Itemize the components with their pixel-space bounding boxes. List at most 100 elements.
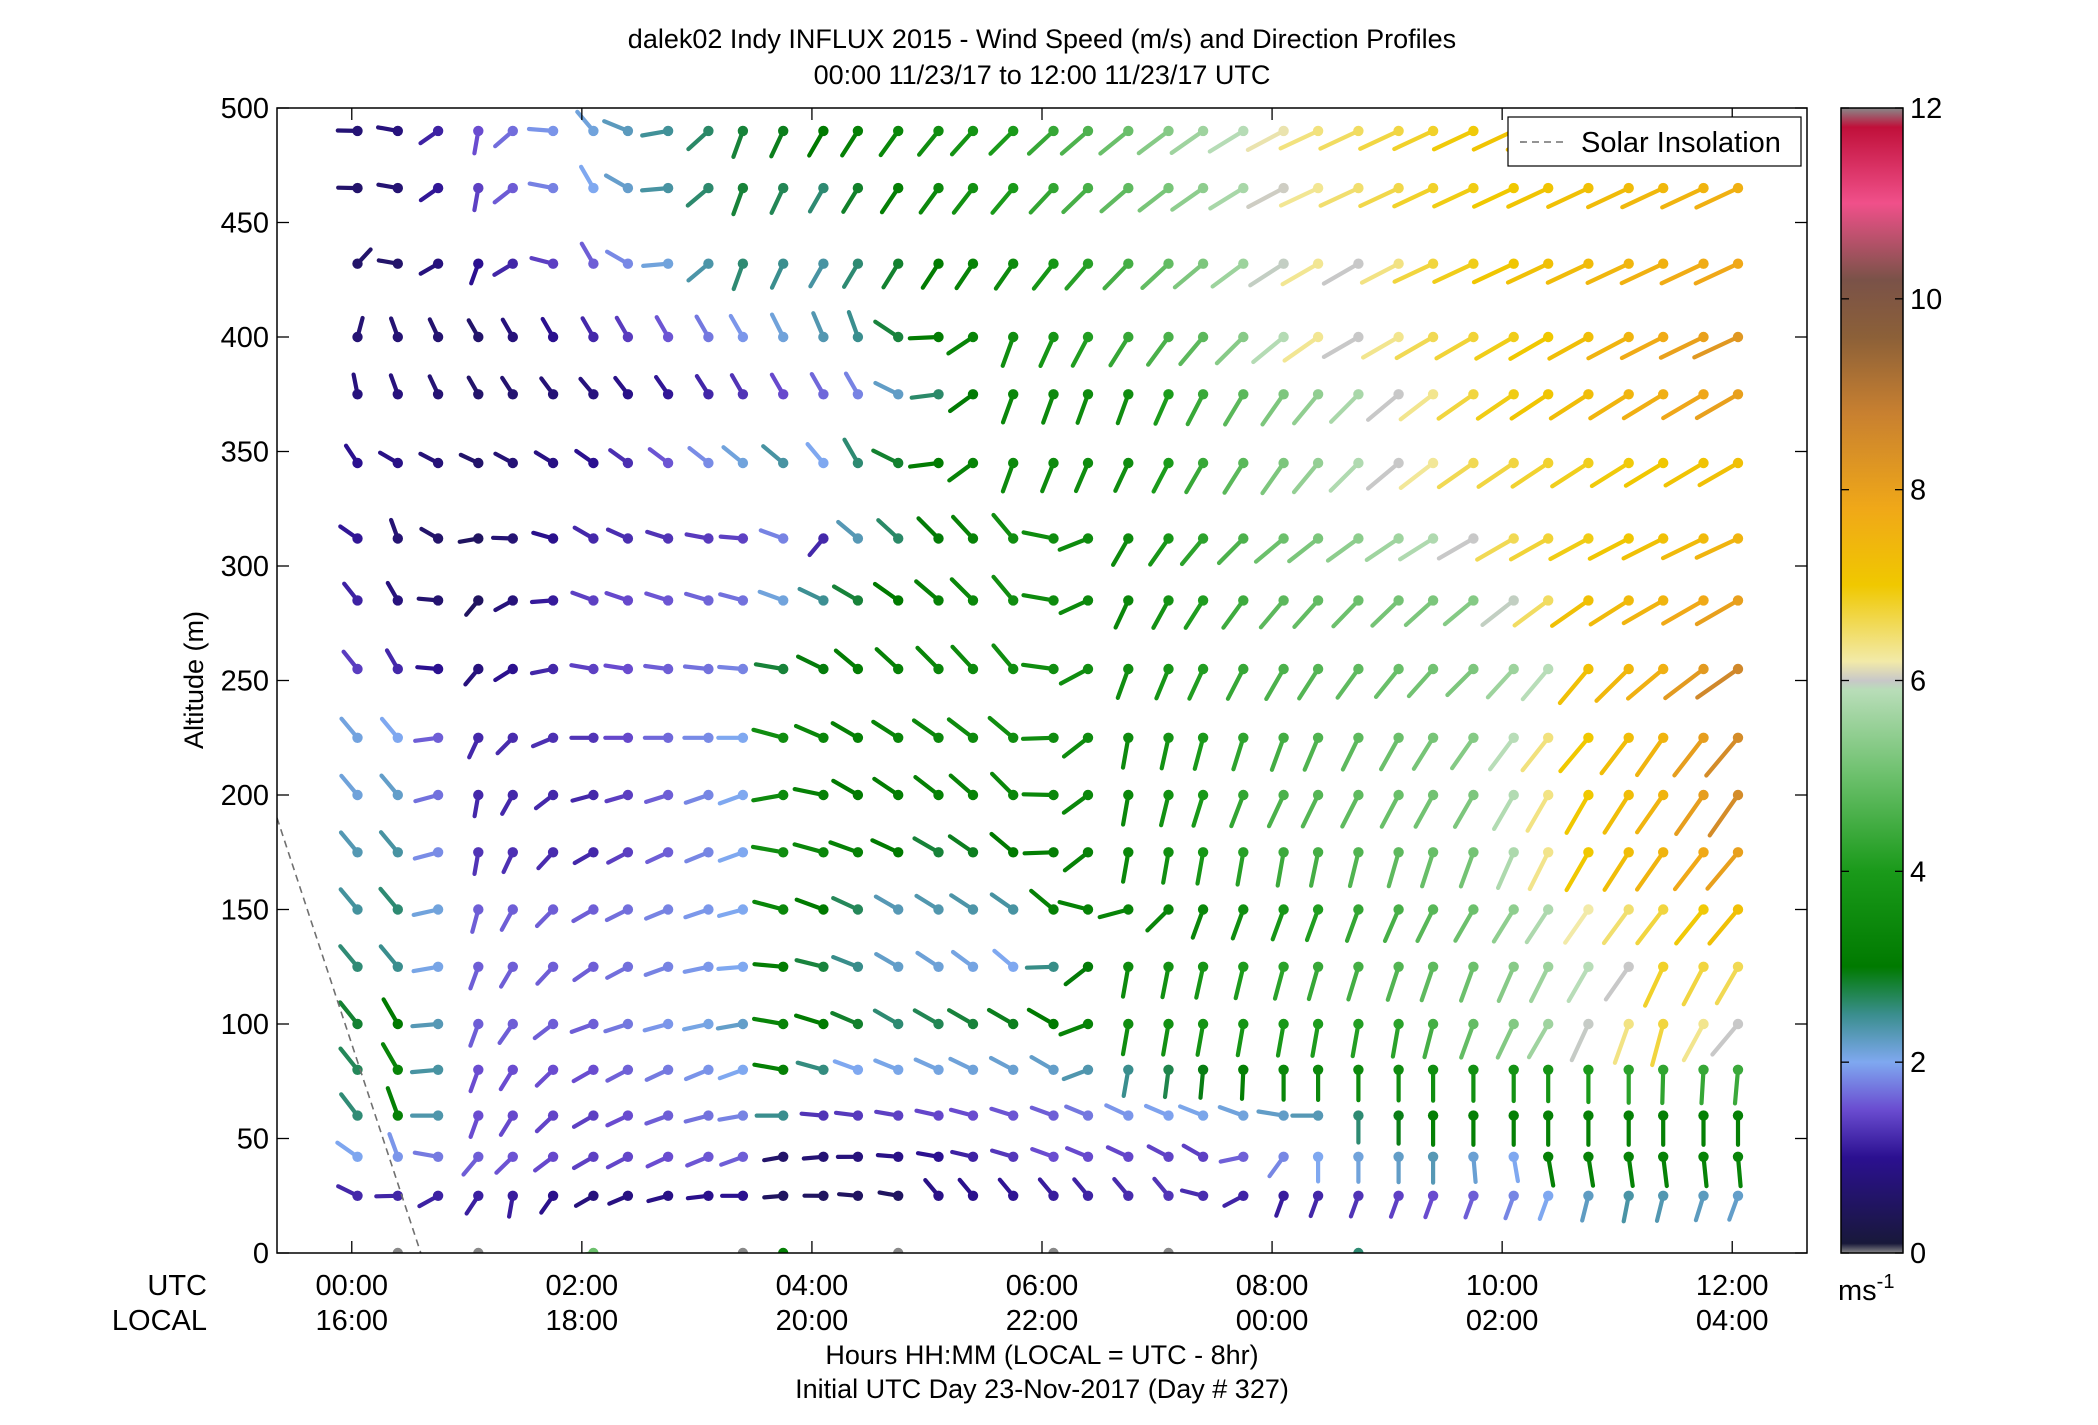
wind-barb-dot	[1468, 1110, 1478, 1120]
wind-barb-stick	[1527, 910, 1548, 943]
wind-barb-dot	[893, 733, 903, 743]
wind-barb-dot	[1353, 533, 1363, 543]
wind-barb-dot	[1163, 126, 1173, 136]
wind-barb-dot	[738, 904, 748, 914]
wind-barb-dot	[703, 332, 713, 342]
wind-barb-dot	[1353, 1065, 1363, 1075]
wind-barb-stick	[1400, 539, 1433, 560]
wind-barb-stick	[1662, 188, 1703, 207]
wind-barb-dot	[1658, 790, 1668, 800]
wind-barb-dot	[1543, 1019, 1553, 1029]
wind-barb-dot	[1393, 458, 1403, 468]
wind-barb-stick	[1320, 131, 1358, 149]
wind-barb-dot	[1163, 1152, 1173, 1162]
wind-barb-dot	[1428, 904, 1438, 914]
wind-barb-dot	[1198, 533, 1208, 543]
wind-barb-stick	[1523, 738, 1549, 770]
wind-barb-dot	[1123, 1019, 1133, 1029]
colorbar-tick-label: 4	[1910, 856, 1926, 888]
wind-barb-dot	[853, 1019, 863, 1029]
wind-barb-dot	[778, 904, 788, 914]
wind-barb-dot	[1543, 1065, 1553, 1075]
wind-barb-dot	[1658, 332, 1668, 342]
wind-barb-dot	[703, 664, 713, 674]
wind-barb-dot	[473, 389, 483, 399]
wind-barb-stick	[1175, 264, 1203, 288]
wind-barb-dot	[1509, 458, 1519, 468]
wind-barb-dot	[508, 533, 518, 543]
wind-barb-dot	[548, 1191, 558, 1201]
wind-barb-stick	[1360, 188, 1398, 206]
wind-barb-dot	[818, 1191, 828, 1201]
wind-barb-dot	[1583, 664, 1593, 674]
wind-barb-dot	[1163, 962, 1173, 972]
wind-barb-dot	[853, 458, 863, 468]
wind-barb-dot	[473, 904, 483, 914]
wind-barb-dot	[1238, 126, 1248, 136]
wind-barb-stick	[1169, 1253, 1184, 1262]
wind-barb-dot	[933, 1191, 943, 1201]
wind-barb-dot	[1583, 458, 1593, 468]
wind-barb-stick	[1263, 463, 1284, 493]
wind-barb-dot	[588, 533, 598, 543]
wind-barb-dot	[1163, 904, 1173, 914]
wind-barb-dot	[1543, 1191, 1553, 1201]
wind-barb-dot	[853, 904, 863, 914]
wind-barb-dot	[663, 790, 673, 800]
wind-barb-dot	[1624, 533, 1634, 543]
wind-barb-dot	[1543, 1152, 1553, 1162]
wind-barb-dot	[1278, 533, 1288, 543]
wind-barb-dot	[1698, 1065, 1708, 1075]
wind-barb-dot	[893, 126, 903, 136]
y-tick-label: 450	[221, 208, 269, 240]
wind-barb-dot	[1278, 962, 1288, 972]
wind-barb-stick	[1551, 394, 1589, 418]
wind-barb-dot	[1428, 1065, 1438, 1075]
wind-barb-dot	[433, 332, 443, 342]
wind-barb-dot	[1393, 595, 1403, 605]
wind-barb-stick	[1210, 188, 1243, 208]
wind-barb-dot	[1313, 458, 1323, 468]
wind-barb-dot	[893, 1110, 903, 1120]
wind-barb-stick	[558, 1253, 594, 1259]
wind-barb-dot	[1083, 1065, 1093, 1075]
wind-barb-dot	[1583, 1191, 1593, 1201]
wind-barb-dot	[968, 595, 978, 605]
wind-barb-dot	[1624, 733, 1634, 743]
wind-barb-dot	[548, 595, 558, 605]
wind-barb-dot	[703, 389, 713, 399]
wind-barb-dot	[1733, 1019, 1743, 1029]
wind-barb-dot	[1733, 904, 1743, 914]
wind-barb-dot	[508, 1065, 518, 1075]
wind-barb-dot	[1393, 1152, 1403, 1162]
wind-barb-dot	[1698, 733, 1708, 743]
wind-barb-dot	[1698, 1152, 1708, 1162]
wind-barb-dot	[853, 1110, 863, 1120]
wind-barb-dot	[588, 183, 598, 193]
wind-barb-dot	[738, 595, 748, 605]
wind-barb-dot	[1543, 1110, 1553, 1120]
wind-barb-dot	[1123, 1191, 1133, 1201]
wind-barb-stick	[1461, 967, 1473, 1001]
colorbar: 024681012 ms-1	[1838, 93, 1942, 1307]
wind-barb-dot	[1008, 1110, 1018, 1120]
wind-barb-dot	[1698, 533, 1708, 543]
wind-barb-dot	[893, 183, 903, 193]
wind-barb-dot	[588, 1191, 598, 1201]
wind-barb-dot	[1353, 332, 1363, 342]
wind-barb-dot	[1048, 904, 1058, 914]
wind-barb-stick	[1363, 337, 1399, 358]
wind-barb-stick	[1637, 910, 1663, 944]
wind-barb-dot	[1428, 595, 1438, 605]
wind-barb-dot	[1238, 1019, 1248, 1029]
wind-barb-stick	[1294, 394, 1318, 423]
wind-barb-dot	[738, 533, 748, 543]
wind-barb-dot	[1733, 332, 1743, 342]
x-row-label-local: LOCAL	[112, 1305, 207, 1337]
wind-barb-stick	[1710, 910, 1739, 944]
wind-barb-dot	[933, 1065, 943, 1075]
wind-barb-stick	[1422, 852, 1433, 886]
wind-barb-stick	[1565, 910, 1588, 943]
wind-barb-dot	[1313, 790, 1323, 800]
wind-barb-dot	[1543, 790, 1553, 800]
